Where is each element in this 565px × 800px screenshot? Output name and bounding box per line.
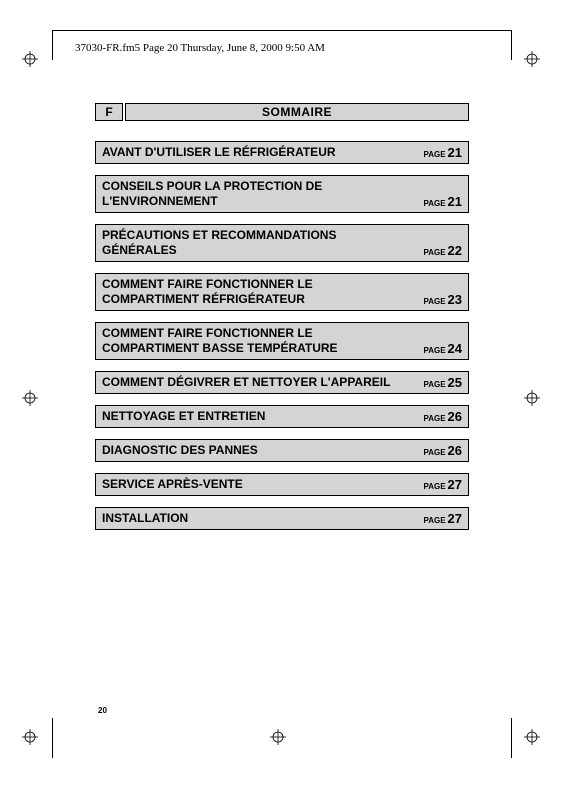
entry-title: INSTALLATION: [102, 511, 188, 526]
entry-title: SERVICE APRÈS-VENTE: [102, 477, 243, 492]
entry-page: PAGE 26: [423, 443, 462, 458]
entry-title: NETTOYAGE ET ENTRETIEN: [102, 409, 265, 424]
registration-mark-icon: [524, 729, 540, 745]
entry-title: AVANT D'UTILISER LE RÉFRIGÉRATEUR: [102, 145, 336, 160]
entry-page: PAGE 21: [423, 145, 462, 160]
title: SOMMAIRE: [125, 103, 469, 121]
page-num: 25: [448, 375, 462, 390]
entry-page: PAGE 23: [423, 292, 462, 307]
entry-page: PAGE 24: [423, 341, 462, 356]
entry-page: PAGE 21: [423, 194, 462, 209]
page-num: 24: [448, 341, 462, 356]
language-letter: F: [95, 103, 123, 121]
toc-entry: SERVICE APRÈS-VENTE PAGE 27: [95, 473, 469, 496]
toc-entry: DIAGNOSTIC DES PANNES PAGE 26: [95, 439, 469, 462]
page-label: PAGE: [423, 297, 445, 306]
crop-line: [52, 30, 53, 60]
entry-title: DIAGNOSTIC DES PANNES: [102, 443, 258, 458]
title-row: F SOMMAIRE: [95, 103, 469, 121]
entry-title: COMMENT FAIRE FONCTIONNER LE COMPARTIMEN…: [102, 326, 402, 356]
toc-entry: PRÉCAUTIONS ET RECOMMANDATIONS GÉNÉRALES…: [95, 224, 469, 262]
page-num: 27: [448, 477, 462, 492]
toc-entry: COMMENT FAIRE FONCTIONNER LE COMPARTIMEN…: [95, 322, 469, 360]
entry-title: COMMENT DÉGIVRER ET NETTOYER L'APPAREIL: [102, 375, 390, 390]
page-label: PAGE: [423, 346, 445, 355]
page-num: 21: [448, 145, 462, 160]
page-number: 20: [98, 706, 107, 715]
crop-line: [52, 718, 53, 758]
entry-title: COMMENT FAIRE FONCTIONNER LE COMPARTIMEN…: [102, 277, 402, 307]
page-label: PAGE: [423, 448, 445, 457]
crop-line: [511, 30, 512, 60]
toc-entry: AVANT D'UTILISER LE RÉFRIGÉRATEUR PAGE 2…: [95, 141, 469, 164]
page-num: 27: [448, 511, 462, 526]
registration-mark-icon: [524, 390, 540, 406]
entry-page: PAGE 26: [423, 409, 462, 424]
entry-page: PAGE 27: [423, 511, 462, 526]
toc-entry: NETTOYAGE ET ENTRETIEN PAGE 26: [95, 405, 469, 428]
toc-container: F SOMMAIRE AVANT D'UTILISER LE RÉFRIGÉRA…: [95, 103, 469, 541]
entry-page: PAGE 25: [423, 375, 462, 390]
toc-entry: INSTALLATION PAGE 27: [95, 507, 469, 530]
toc-entry: COMMENT FAIRE FONCTIONNER LE COMPARTIMEN…: [95, 273, 469, 311]
registration-mark-icon: [524, 51, 540, 67]
page-label: PAGE: [423, 150, 445, 159]
toc-entry: CONSEILS POUR LA PROTECTION DE L'ENVIRON…: [95, 175, 469, 213]
registration-mark-icon: [22, 729, 38, 745]
entry-title: PRÉCAUTIONS ET RECOMMANDATIONS GÉNÉRALES: [102, 228, 402, 258]
page-label: PAGE: [423, 199, 445, 208]
entry-title: CONSEILS POUR LA PROTECTION DE L'ENVIRON…: [102, 179, 402, 209]
entry-page: PAGE 27: [423, 477, 462, 492]
page-label: PAGE: [423, 516, 445, 525]
page-num: 23: [448, 292, 462, 307]
page-num: 22: [448, 243, 462, 258]
crop-line: [52, 30, 512, 31]
page-num: 26: [448, 443, 462, 458]
page-num: 21: [448, 194, 462, 209]
page-label: PAGE: [423, 414, 445, 423]
page-label: PAGE: [423, 482, 445, 491]
page-label: PAGE: [423, 380, 445, 389]
toc-entry: COMMENT DÉGIVRER ET NETTOYER L'APPAREIL …: [95, 371, 469, 394]
crop-line: [511, 718, 512, 758]
document-header: 37030-FR.fm5 Page 20 Thursday, June 8, 2…: [75, 42, 325, 54]
entry-page: PAGE 22: [423, 243, 462, 258]
page-label: PAGE: [423, 248, 445, 257]
registration-mark-icon: [22, 51, 38, 67]
registration-mark-icon: [22, 390, 38, 406]
registration-mark-icon: [270, 729, 286, 745]
page-num: 26: [448, 409, 462, 424]
